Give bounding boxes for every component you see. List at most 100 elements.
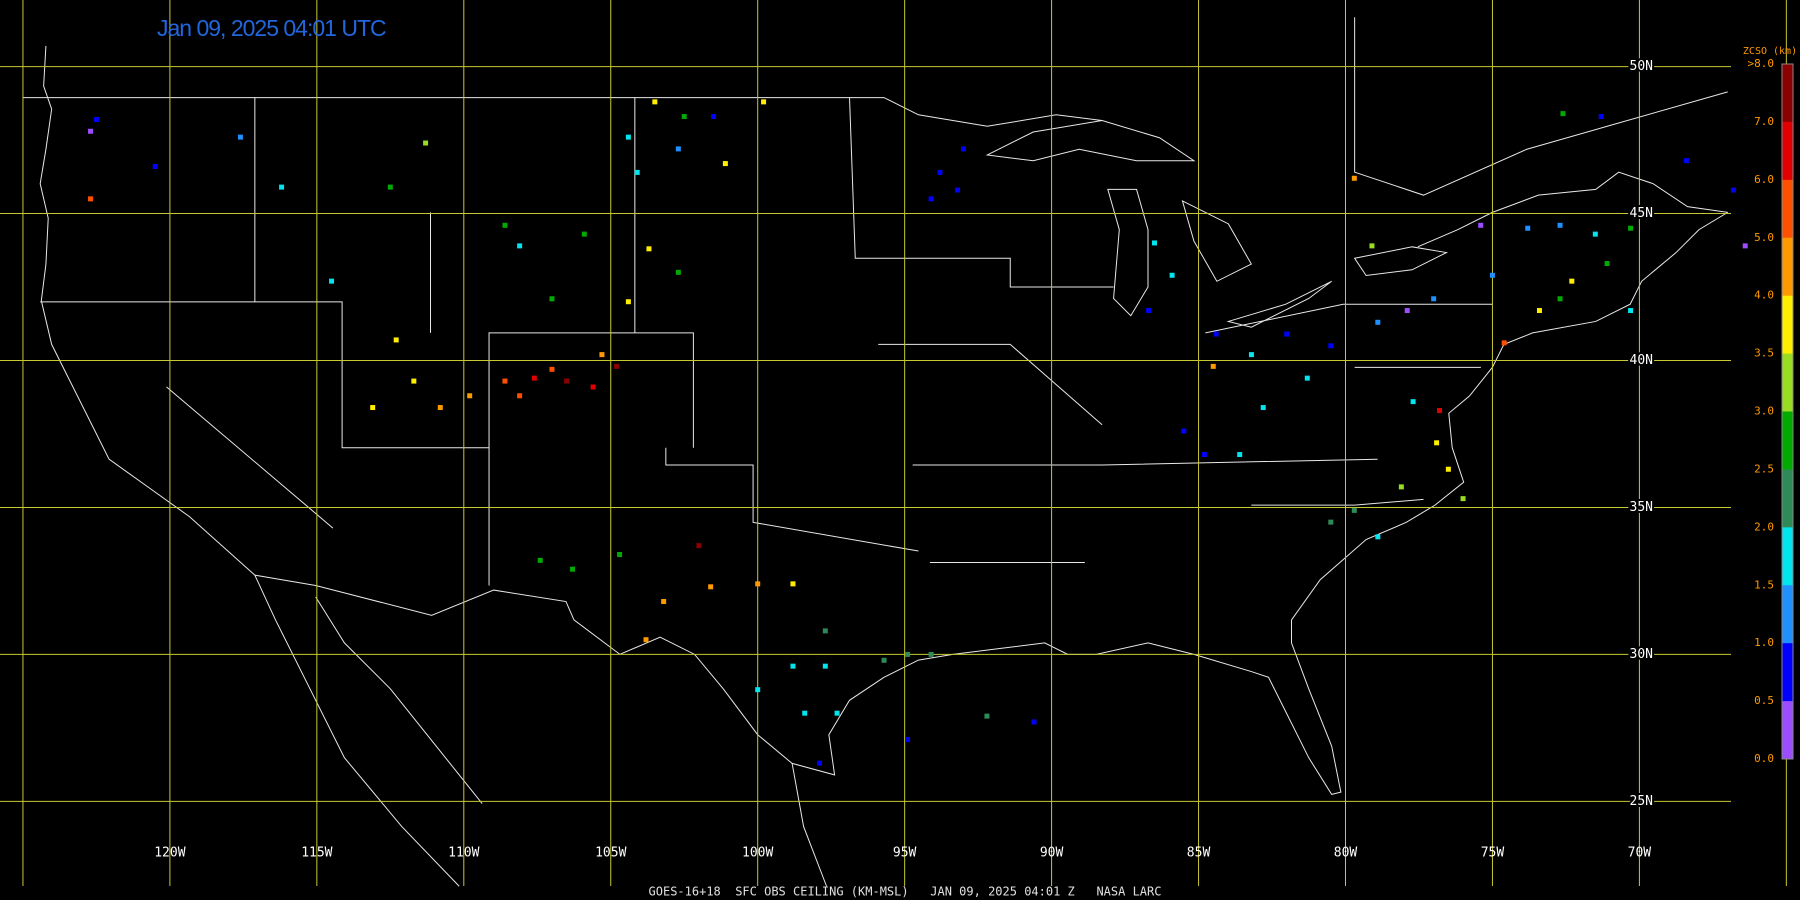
lon-label: 105W	[595, 846, 626, 861]
station	[152, 164, 158, 170]
station	[822, 663, 828, 669]
station	[329, 278, 335, 284]
station	[1730, 187, 1736, 193]
station	[1683, 158, 1689, 164]
station	[590, 384, 596, 390]
lon-label: 95W	[893, 846, 917, 861]
station	[755, 687, 761, 693]
station	[1525, 225, 1531, 231]
footer: GOES-16+18 SFC OBS CEILING (KM-MSL) JAN …	[649, 885, 1162, 899]
station	[1431, 296, 1437, 302]
colorbar-band	[1782, 353, 1793, 412]
station	[502, 378, 508, 384]
station	[517, 393, 523, 399]
station	[88, 128, 94, 134]
station	[387, 184, 393, 190]
lat-label: 40N	[1630, 353, 1653, 368]
station	[423, 140, 429, 146]
station	[816, 760, 822, 766]
lon-label: 100W	[742, 846, 773, 861]
station	[537, 557, 543, 563]
station	[1248, 352, 1254, 358]
station	[370, 405, 376, 411]
station	[625, 299, 631, 305]
station	[960, 146, 966, 152]
station	[761, 99, 767, 105]
lon-label: 115W	[301, 846, 332, 861]
lat-label: 50N	[1630, 59, 1653, 74]
station	[1328, 519, 1334, 525]
station	[675, 146, 681, 152]
station	[467, 393, 473, 399]
station	[625, 134, 631, 140]
station	[279, 184, 285, 190]
station	[984, 713, 990, 719]
station	[1460, 496, 1466, 502]
station	[564, 378, 570, 384]
title: Jan 09, 2025 04:01 UTC	[157, 15, 386, 41]
station	[1628, 308, 1634, 314]
station	[581, 231, 587, 237]
colorbar-band	[1782, 469, 1793, 528]
station	[790, 663, 796, 669]
station	[93, 117, 99, 123]
colorbar-label: 5.0	[1754, 231, 1774, 244]
lakes	[987, 121, 1446, 328]
station	[1604, 261, 1610, 267]
station	[928, 651, 934, 657]
station	[502, 222, 508, 228]
state-lines	[40, 98, 1492, 586]
mexico-coast	[255, 575, 827, 886]
lon-label: 120W	[154, 846, 185, 861]
station	[1284, 331, 1290, 337]
station	[1410, 399, 1416, 405]
station	[881, 657, 887, 663]
colorbar-label: 3.0	[1754, 405, 1774, 418]
station	[652, 99, 658, 105]
colorbar-label: 7.0	[1754, 115, 1774, 128]
lat-label: 25N	[1630, 794, 1653, 809]
station	[708, 584, 714, 590]
colorbar-label: 0.5	[1754, 694, 1774, 707]
station	[1478, 222, 1484, 228]
station	[1210, 363, 1216, 369]
colorbar-band	[1782, 179, 1793, 239]
station	[1628, 225, 1634, 231]
station	[1501, 340, 1507, 346]
station	[437, 405, 443, 411]
station	[1213, 331, 1219, 337]
colorbar-band	[1782, 585, 1793, 644]
station	[531, 375, 537, 381]
station	[1031, 719, 1037, 725]
station	[1398, 484, 1404, 490]
colorbar-label: 2.0	[1754, 520, 1774, 533]
lon-label: 85W	[1187, 846, 1211, 861]
colorbar-band	[1782, 701, 1793, 760]
station	[614, 363, 620, 369]
colorbar-frame	[1781, 63, 1794, 760]
colorbar-label: 6.0	[1754, 173, 1774, 186]
colorbar: ZCSO (km)>8.0 7.0 6.0 5.0 4.0 3.5 3.0 2.5 2.0 1.5…	[1743, 46, 1797, 765]
station	[1146, 308, 1152, 314]
lat-label: 35N	[1630, 500, 1653, 515]
lon-label: 110W	[448, 846, 479, 861]
station	[599, 352, 605, 358]
station	[1328, 343, 1334, 349]
border	[23, 17, 1728, 247]
station	[1598, 114, 1604, 120]
station	[617, 551, 623, 557]
station	[1434, 440, 1440, 446]
station	[1369, 243, 1375, 249]
station	[1437, 407, 1443, 413]
station	[88, 196, 94, 202]
colorbar-label: 4.0	[1754, 289, 1774, 302]
station	[905, 651, 911, 657]
lon-label: 70W	[1628, 846, 1652, 861]
colorbar-label: 1.5	[1754, 578, 1774, 591]
station	[570, 566, 576, 572]
colorbar-band	[1782, 643, 1793, 702]
station	[1375, 319, 1381, 325]
